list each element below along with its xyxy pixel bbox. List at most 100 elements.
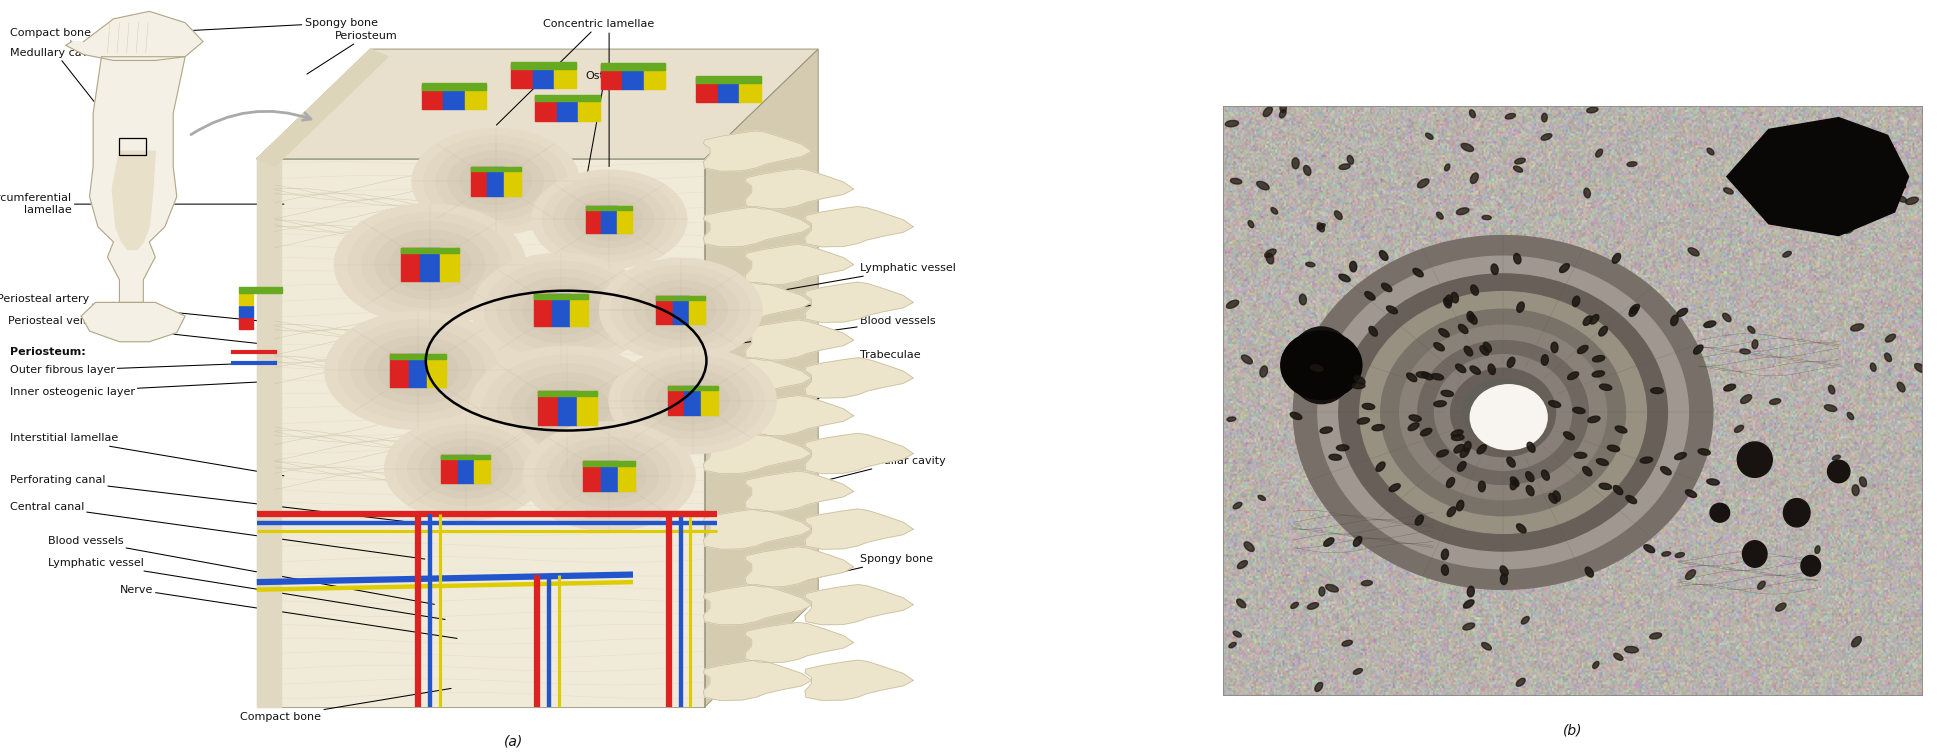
Ellipse shape [1406,373,1418,382]
Ellipse shape [1612,253,1622,263]
Ellipse shape [1833,455,1841,460]
Circle shape [443,454,489,483]
Ellipse shape [1517,678,1524,686]
Ellipse shape [1451,293,1458,303]
Bar [505,167,520,196]
Ellipse shape [1371,425,1385,431]
Circle shape [645,370,740,431]
Bar [408,355,427,386]
Circle shape [656,378,728,423]
Bar [534,294,552,326]
Ellipse shape [1660,466,1672,475]
Ellipse shape [1851,637,1860,647]
Ellipse shape [1711,503,1730,522]
Circle shape [454,461,478,476]
Bar [586,206,633,209]
Circle shape [682,393,705,408]
Ellipse shape [1643,545,1655,553]
Circle shape [600,259,761,361]
Bar [697,77,719,101]
Bar [532,64,553,88]
Circle shape [621,355,765,446]
Ellipse shape [1559,264,1569,273]
Circle shape [585,460,633,492]
Circle shape [486,262,639,358]
Bar [553,64,575,88]
Ellipse shape [1769,398,1781,404]
Ellipse shape [1338,274,1350,282]
Polygon shape [256,49,388,166]
Ellipse shape [1348,156,1354,164]
Ellipse shape [1229,643,1237,648]
Bar [443,85,464,109]
Ellipse shape [1824,404,1837,411]
Bar [552,294,571,326]
Text: (b): (b) [1563,723,1583,737]
Bar [689,296,705,324]
Bar [579,96,600,120]
Bar [470,167,487,196]
Ellipse shape [1431,373,1443,380]
Ellipse shape [1567,372,1579,380]
Ellipse shape [1592,370,1604,377]
Ellipse shape [1662,552,1670,556]
Ellipse shape [1697,449,1711,455]
Ellipse shape [1491,264,1497,274]
Polygon shape [703,206,812,246]
Bar [427,355,447,386]
Ellipse shape [1410,415,1422,421]
Ellipse shape [1625,495,1637,503]
Ellipse shape [1688,248,1699,256]
Ellipse shape [1874,146,1880,153]
Bar [740,77,761,101]
Ellipse shape [1641,457,1653,463]
Ellipse shape [1305,262,1315,267]
Circle shape [497,364,637,453]
Polygon shape [256,159,705,707]
Ellipse shape [1542,113,1548,122]
Bar [656,296,705,300]
Polygon shape [804,660,913,700]
Ellipse shape [1357,418,1369,424]
Circle shape [412,129,579,234]
Ellipse shape [1614,653,1624,660]
Ellipse shape [1573,407,1585,414]
Circle shape [553,184,664,254]
Circle shape [542,177,676,262]
Polygon shape [256,159,282,707]
Ellipse shape [1526,485,1534,496]
Circle shape [472,166,520,197]
Ellipse shape [1460,144,1474,151]
Bar [536,94,600,101]
Ellipse shape [1674,453,1686,460]
Circle shape [404,362,431,379]
Ellipse shape [1686,570,1695,580]
Ellipse shape [1478,445,1486,454]
Ellipse shape [1915,364,1926,373]
Bar [511,62,575,69]
Circle shape [449,151,544,212]
Bar [239,318,252,329]
Circle shape [573,453,647,500]
Ellipse shape [1598,483,1612,489]
Ellipse shape [1326,584,1338,592]
Polygon shape [746,244,853,284]
Circle shape [396,425,536,513]
Ellipse shape [1328,454,1342,460]
Ellipse shape [1542,470,1550,480]
Ellipse shape [1517,302,1524,312]
Ellipse shape [1827,460,1851,482]
Bar [538,391,557,426]
Ellipse shape [1381,284,1392,292]
Polygon shape [703,433,812,473]
Circle shape [375,230,486,299]
Bar [441,454,489,459]
Ellipse shape [1464,600,1474,608]
Ellipse shape [1258,495,1266,500]
Ellipse shape [1625,646,1639,653]
Ellipse shape [1724,187,1732,194]
Ellipse shape [1456,500,1464,511]
Ellipse shape [1577,345,1589,354]
Bar [441,454,458,483]
Polygon shape [89,57,184,302]
